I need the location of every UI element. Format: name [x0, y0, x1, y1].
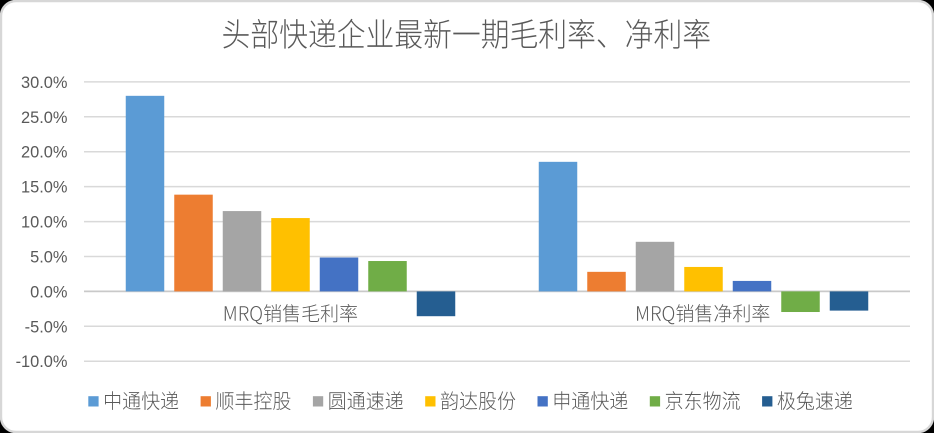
svg-text:-10.0%: -10.0% — [16, 353, 68, 371]
svg-text:30.0%: 30.0% — [21, 74, 67, 92]
svg-text:-5.0%: -5.0% — [25, 318, 68, 336]
svg-text:20.0%: 20.0% — [21, 144, 67, 162]
svg-text:0.0%: 0.0% — [30, 283, 67, 301]
svg-text:5.0%: 5.0% — [30, 249, 67, 267]
svg-text:25.0%: 25.0% — [21, 109, 67, 127]
svg-text:15.0%: 15.0% — [21, 179, 67, 197]
svg-text:10.0%: 10.0% — [21, 214, 67, 232]
